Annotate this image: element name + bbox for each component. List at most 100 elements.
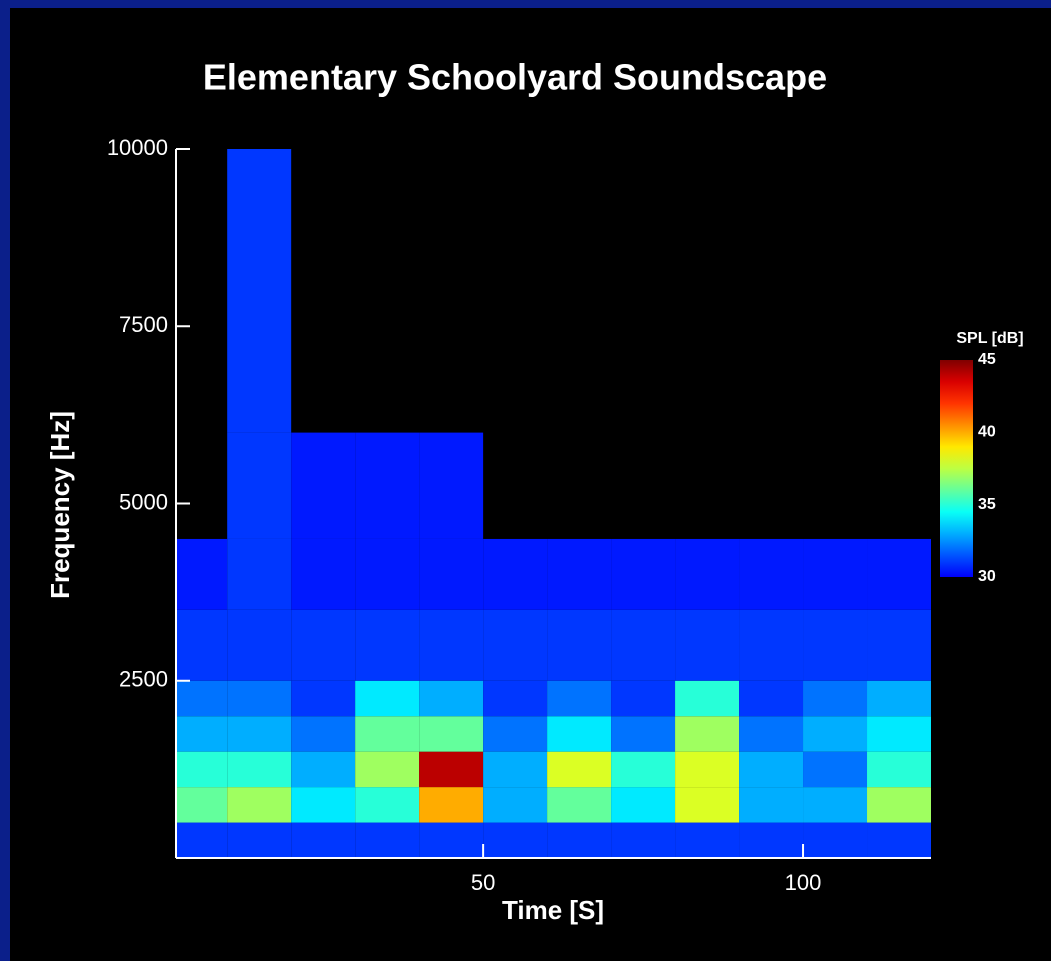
heat-cell bbox=[803, 610, 867, 681]
heat-cell bbox=[355, 433, 419, 539]
heat-cell bbox=[419, 539, 483, 610]
heat-cell bbox=[291, 787, 355, 822]
heat-cell bbox=[176, 610, 227, 681]
heat-cell bbox=[867, 610, 931, 681]
heat-cell bbox=[227, 149, 291, 433]
heat-cell bbox=[291, 681, 355, 716]
heat-cell bbox=[803, 681, 867, 716]
heat-cell bbox=[176, 681, 227, 716]
heat-cell bbox=[867, 539, 931, 610]
heat-cell bbox=[483, 752, 547, 787]
heat-cell bbox=[291, 610, 355, 681]
heat-cell bbox=[611, 752, 675, 787]
heat-cell bbox=[483, 787, 547, 822]
heat-cell bbox=[611, 610, 675, 681]
heat-cell bbox=[739, 716, 803, 751]
heat-cell bbox=[227, 716, 291, 751]
heat-cell bbox=[483, 539, 547, 610]
heat-cell bbox=[483, 681, 547, 716]
heat-cell bbox=[547, 681, 611, 716]
heat-cell bbox=[867, 823, 931, 858]
x-axis-label: Time [S] bbox=[502, 895, 604, 925]
heat-cell bbox=[739, 681, 803, 716]
heat-cell bbox=[419, 610, 483, 681]
chart-title: Elementary Schoolyard Soundscape bbox=[203, 57, 827, 98]
heat-cell bbox=[611, 823, 675, 858]
heat-cell bbox=[547, 539, 611, 610]
heat-cell bbox=[547, 716, 611, 751]
y-axis-label: Frequency [Hz] bbox=[45, 411, 75, 599]
heat-cell bbox=[227, 787, 291, 822]
heat-cell bbox=[483, 610, 547, 681]
heat-cell bbox=[675, 787, 739, 822]
heat-cell bbox=[291, 433, 355, 539]
heat-cell bbox=[611, 539, 675, 610]
colorbar-tick-label: 40 bbox=[978, 424, 996, 441]
colorbar-tick-label: 45 bbox=[978, 351, 996, 368]
colorbar-tick-label: 35 bbox=[978, 496, 996, 513]
heat-cell bbox=[867, 787, 931, 822]
heat-cell bbox=[355, 610, 419, 681]
heat-cell bbox=[355, 716, 419, 751]
y-tick-label: 7500 bbox=[119, 312, 168, 337]
heat-cell bbox=[547, 823, 611, 858]
heat-cell bbox=[355, 823, 419, 858]
colorbar bbox=[940, 360, 973, 577]
heat-cell bbox=[675, 681, 739, 716]
heat-cell bbox=[803, 539, 867, 610]
heat-cell bbox=[739, 752, 803, 787]
heat-cell bbox=[611, 787, 675, 822]
heat-cell bbox=[739, 787, 803, 822]
heat-cell bbox=[675, 539, 739, 610]
heat-cell bbox=[355, 752, 419, 787]
heat-cell bbox=[675, 610, 739, 681]
heat-cell bbox=[803, 787, 867, 822]
heat-cell bbox=[291, 752, 355, 787]
heat-cell bbox=[867, 681, 931, 716]
x-tick-label: 100 bbox=[785, 870, 822, 895]
heat-cell bbox=[176, 539, 227, 610]
heat-cell bbox=[803, 823, 867, 858]
heat-cell bbox=[419, 716, 483, 751]
heat-cell bbox=[547, 752, 611, 787]
heat-cell bbox=[227, 610, 291, 681]
heat-cell bbox=[483, 823, 547, 858]
heat-cell bbox=[739, 610, 803, 681]
heat-cell bbox=[419, 823, 483, 858]
heat-cell bbox=[176, 752, 227, 787]
heat-cell bbox=[675, 752, 739, 787]
heat-cell bbox=[611, 681, 675, 716]
heat-cell bbox=[355, 787, 419, 822]
y-tick-label: 2500 bbox=[119, 667, 168, 692]
y-tick-label: 5000 bbox=[119, 489, 168, 514]
heat-cell bbox=[227, 752, 291, 787]
heat-cell bbox=[483, 716, 547, 751]
heat-cell bbox=[176, 823, 227, 858]
y-tick-label: 10000 bbox=[107, 135, 168, 160]
heat-cell bbox=[739, 539, 803, 610]
heat-cell bbox=[867, 716, 931, 751]
heat-cell bbox=[803, 752, 867, 787]
heat-cell bbox=[419, 787, 483, 822]
heat-cell bbox=[227, 681, 291, 716]
heat-cell bbox=[803, 716, 867, 751]
heat-cell bbox=[227, 433, 291, 539]
heat-cell bbox=[176, 787, 227, 822]
heat-cell bbox=[355, 681, 419, 716]
heat-cell bbox=[291, 539, 355, 610]
heat-cell bbox=[291, 823, 355, 858]
heat-cell bbox=[867, 752, 931, 787]
heat-cell bbox=[291, 716, 355, 751]
heat-cell bbox=[547, 610, 611, 681]
x-tick-label: 50 bbox=[471, 870, 495, 895]
heat-cell bbox=[176, 716, 227, 751]
colorbar-tick-label: 30 bbox=[978, 568, 996, 585]
heat-cell bbox=[355, 539, 419, 610]
heat-cell bbox=[547, 787, 611, 822]
heat-cell bbox=[675, 716, 739, 751]
heat-cell bbox=[419, 752, 483, 787]
colorbar-label: SPL [dB] bbox=[956, 330, 1023, 347]
heat-cell bbox=[419, 433, 483, 539]
heat-cell bbox=[739, 823, 803, 858]
heat-cell bbox=[227, 823, 291, 858]
